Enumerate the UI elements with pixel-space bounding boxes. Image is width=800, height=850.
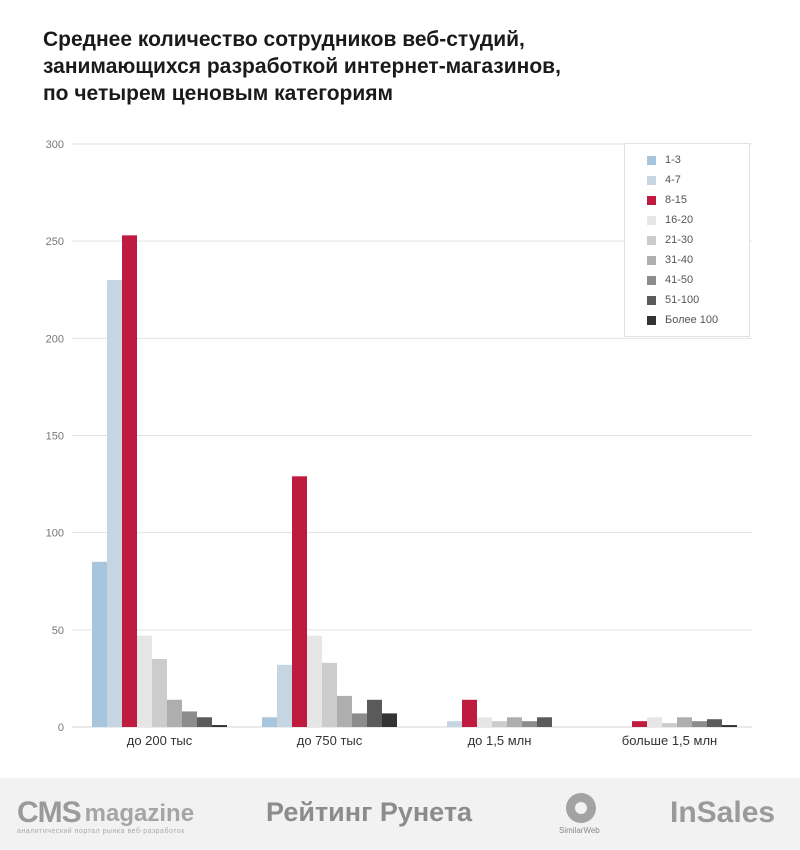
legend-item-4: 16-20 — [647, 210, 693, 230]
bar-2-9 — [382, 713, 397, 727]
bar-4-6 — [677, 717, 692, 727]
legend-swatch — [647, 235, 656, 245]
cms-magazine-logo[interactable]: CMS magazine — [17, 796, 195, 829]
x-tick-label-2: до 750 тыс — [297, 733, 363, 748]
x-tick-label-3: до 1,5 млн — [468, 733, 532, 748]
x-tick-label-1: до 200 тыс — [127, 733, 193, 748]
title-line-1: Среднее количество сотрудников веб-студи… — [43, 28, 525, 51]
chart-legend: 1-3 4-7 8-15 16-20 21-30 31-40 41-50 51-100 Боле… — [624, 143, 750, 337]
legend-swatch — [647, 255, 656, 265]
y-tick-label-200: 200 — [46, 333, 64, 345]
legend-label: 16-20 — [665, 214, 694, 226]
bar-4-4 — [647, 717, 662, 727]
runet-rating-logo[interactable]: Рейтинг Рунета — [266, 797, 473, 827]
legend-item-8: 51-100 — [647, 290, 699, 310]
bar-4-3 — [632, 721, 647, 727]
legend-label: 41-50 — [665, 274, 694, 286]
insales-logo[interactable]: InSales — [670, 796, 776, 829]
bar-1-5 — [152, 658, 167, 727]
legend-label: Более 100 — [665, 314, 719, 326]
bar-1-1 — [92, 561, 107, 727]
bar-1-2 — [107, 280, 122, 727]
bar-3-5 — [492, 721, 507, 727]
y-tick-label-150: 150 — [46, 431, 64, 443]
y-tick-label-250: 250 — [46, 236, 64, 248]
title-line-2: занимающихся разработкой интернет-магази… — [43, 55, 561, 78]
cms-logo-text: CMS — [17, 796, 82, 829]
magazine-logo-text: magazine — [84, 800, 195, 827]
similarweb-logo-text[interactable]: SimilarWeb — [559, 826, 600, 835]
bar-3-2 — [447, 721, 462, 727]
bar-2-2 — [277, 664, 292, 727]
legend-label: 51-100 — [665, 294, 700, 306]
bar-3-3 — [462, 699, 477, 727]
legend-item-2: 4-7 — [647, 170, 681, 190]
bar-2-8 — [367, 699, 382, 727]
legend-swatch — [647, 195, 656, 205]
bar-2-1 — [262, 717, 277, 727]
bar-2-3 — [292, 476, 307, 727]
legend-item-7: 41-50 — [647, 270, 693, 290]
title-line-3: по четырем ценовым категориям — [43, 82, 394, 105]
legend-swatch — [647, 295, 656, 305]
legend-label: 1-3 — [665, 154, 681, 166]
x-tick-label-4: больше 1,5 млн — [622, 733, 717, 748]
bar-4-9 — [722, 725, 737, 727]
bar-2-7 — [352, 713, 367, 727]
bar-1-3 — [122, 235, 137, 727]
bar-2-6 — [337, 695, 352, 727]
legend-label: 31-40 — [665, 254, 694, 266]
y-tick-label-300: 300 — [46, 139, 64, 151]
footer-bar — [0, 778, 800, 850]
bar-3-4 — [477, 717, 492, 727]
legend-swatch — [647, 275, 656, 285]
bar-1-7 — [182, 711, 197, 727]
y-tick-label-50: 50 — [52, 625, 64, 637]
legend-item-3: 8-15 — [647, 190, 687, 210]
legend-item-9: Более 100 — [647, 310, 718, 330]
bar-4-5 — [662, 723, 677, 727]
legend-label: 8-15 — [665, 194, 688, 206]
bar-3-7 — [522, 721, 537, 727]
bar-1-8 — [197, 717, 212, 727]
similarweb-icon — [566, 793, 596, 823]
bar-2-4 — [307, 635, 322, 727]
legend-label: 4-7 — [665, 174, 681, 186]
legend-swatch — [647, 215, 656, 225]
legend-item-6: 31-40 — [647, 250, 693, 270]
bar-chart: 0 50 100 150 200 250 300 до 200 тыс до 750 тыс до… — [46, 139, 752, 748]
bar-2-5 — [322, 662, 337, 727]
legend-label: 21-30 — [665, 234, 694, 246]
legend-swatch — [647, 175, 656, 185]
bar-3-6 — [507, 717, 522, 727]
legend-swatch — [647, 315, 656, 325]
bar-4-7 — [692, 721, 707, 727]
bar-3-8 — [537, 717, 552, 727]
y-tick-label-0: 0 — [58, 722, 64, 734]
bar-1-9 — [212, 725, 227, 727]
cms-subtitle: аналитический портал рынка веб-разработо… — [17, 828, 185, 835]
legend-swatch — [647, 155, 656, 165]
bar-1-4 — [137, 635, 152, 727]
legend-item-1: 1-3 — [647, 150, 681, 170]
chart-title: Среднее количество сотрудников веб-студи… — [43, 26, 743, 107]
legend-item-5: 21-30 — [647, 230, 693, 250]
bar-4-8 — [707, 719, 722, 727]
bar-1-6 — [167, 699, 182, 727]
y-tick-label-100: 100 — [46, 528, 64, 540]
